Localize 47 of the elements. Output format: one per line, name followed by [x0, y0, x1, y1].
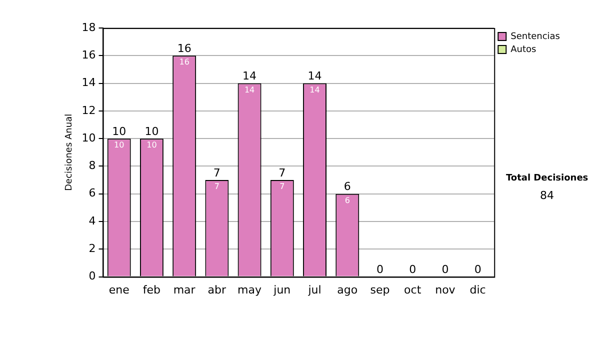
y-tick-label: 0: [88, 270, 96, 283]
x-tick-label: nov: [435, 283, 456, 296]
y-tick-label: 10: [82, 131, 96, 144]
x-tick-label: may: [238, 283, 262, 296]
x-tick-label: dic: [470, 283, 486, 296]
data-label: 16: [179, 58, 190, 67]
y-tick-label: 6: [88, 186, 96, 200]
x-tick-label: jun: [272, 283, 291, 296]
data-label: 7: [214, 182, 220, 192]
y-axis-title: Decisiones Anual: [64, 114, 75, 191]
text: 84: [540, 188, 554, 202]
total-label: 16: [177, 42, 192, 56]
x-tick-label: sep: [370, 283, 390, 296]
x-tick-label: jul: [307, 283, 322, 296]
legend-label: Sentencias: [510, 32, 560, 42]
total-label: 0: [474, 263, 482, 276]
data-label: 7: [280, 182, 285, 192]
x-tick-label: oct: [404, 283, 422, 296]
total-label: 14: [242, 70, 257, 83]
y-tick-label: 2: [88, 242, 96, 256]
total-label: 10: [112, 124, 126, 138]
y-tick-label: 14: [82, 76, 96, 90]
x-tick-label: ago: [337, 283, 358, 296]
total-label: 0: [442, 263, 449, 276]
data-label: 14: [244, 85, 255, 94]
y-tick-label: 8: [88, 159, 96, 172]
y-tick-label: 4: [88, 214, 96, 228]
x-tick-label: mar: [173, 283, 196, 296]
x-tick-label: feb: [142, 283, 161, 296]
data-label: 10: [114, 140, 124, 150]
legend-label: Autos: [510, 44, 537, 55]
data-label: 6: [344, 196, 350, 205]
total-label: 14: [308, 70, 322, 83]
total-label: 0: [376, 263, 384, 276]
x-tick-label: abr: [208, 283, 227, 296]
total-label: 7: [278, 166, 286, 180]
total-label: 6: [344, 180, 351, 194]
total-label: 10: [144, 124, 159, 138]
total-label: 0: [409, 263, 416, 276]
x-tick-label: ene: [108, 283, 130, 296]
y-tick-label: 16: [82, 48, 96, 62]
text: Total Decisiones: [506, 173, 588, 184]
y-tick-label: 18: [82, 20, 96, 34]
total-label: 7: [213, 166, 220, 180]
data-label: 10: [146, 140, 157, 150]
y-tick-label: 12: [82, 104, 96, 117]
data-label: 14: [310, 85, 320, 94]
